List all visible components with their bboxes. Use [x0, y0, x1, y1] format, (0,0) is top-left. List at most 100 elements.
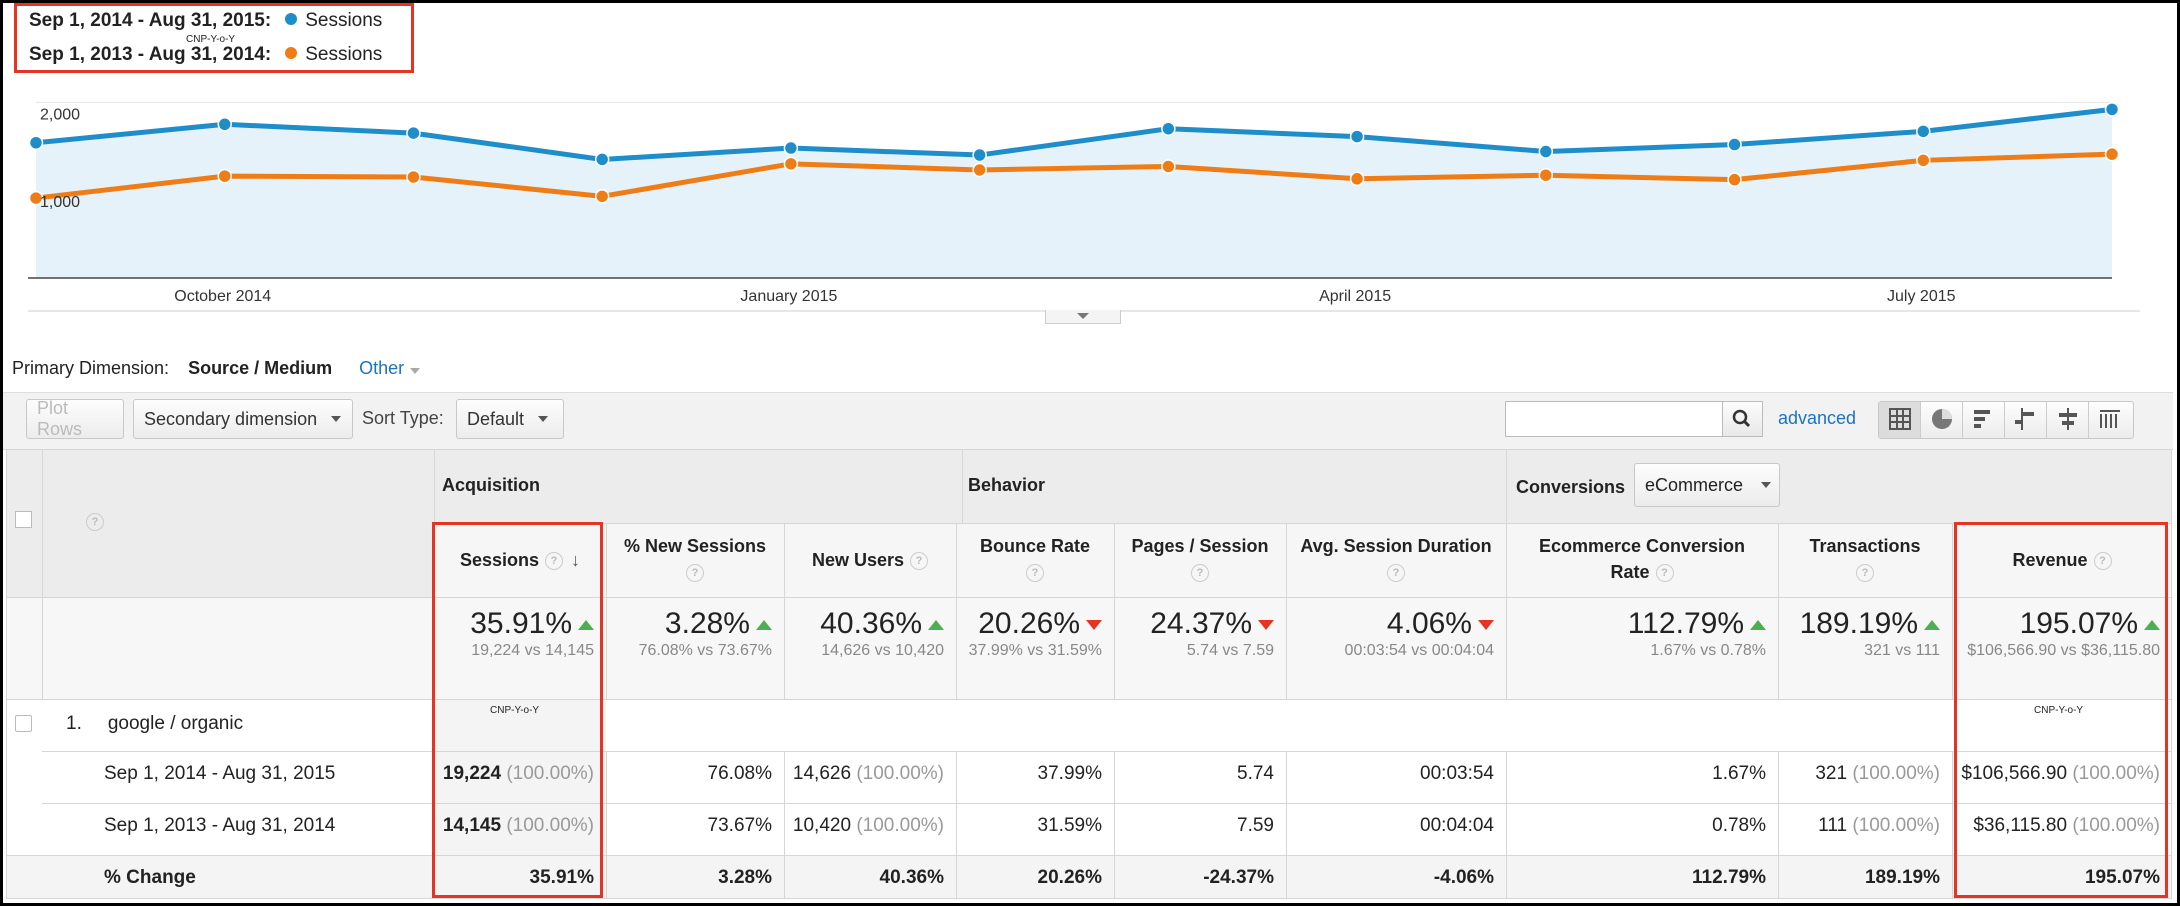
column-divider — [784, 751, 785, 899]
view-pivot-button[interactable] — [2089, 402, 2131, 438]
view-pie-button[interactable] — [1921, 402, 1963, 438]
primary-dimension-selected[interactable]: Source / Medium — [188, 358, 333, 378]
column-headers-bg — [434, 523, 2172, 597]
plot-rows-button[interactable]: Plot Rows — [26, 398, 124, 439]
help-icon: ? — [910, 552, 929, 571]
chevron-down-icon — [1077, 313, 1089, 319]
view-compare-button[interactable] — [2005, 402, 2047, 438]
column-header-revenue[interactable]: Revenue? — [1952, 547, 2172, 573]
column-divider — [956, 523, 957, 699]
table-cell: 20.26% — [1037, 867, 1102, 888]
conversion-goal-select[interactable]: eCommerce — [1634, 463, 1780, 507]
acquisition-group-header: Acquisition — [442, 475, 540, 495]
column-header-pages-session[interactable]: Pages / Session? — [1114, 533, 1286, 585]
search-icon — [1732, 409, 1751, 428]
summary-percent: 3.28% — [664, 607, 750, 640]
legend-dot-icon — [285, 12, 298, 25]
summary-compare: 1.67% vs 0.78% — [1650, 642, 1766, 659]
summary-cell: 20.26% 37.99% vs 31.59% — [956, 607, 1102, 661]
summary-cell: 4.06% 00:03:54 vs 00:04:04 — [1286, 607, 1494, 661]
table-cell: 3.28% — [718, 867, 772, 888]
decrease-arrow-icon — [1258, 619, 1274, 630]
legend-item-current[interactable]: Sep 1, 2014 - Aug 31, 2015: Sessions — [29, 10, 382, 32]
summary-percent: 40.36% — [820, 607, 922, 640]
x-tick-label: April 2015 — [1319, 288, 1391, 305]
view-term-cloud-button[interactable] — [2047, 402, 2089, 438]
column-divider — [1506, 751, 1507, 899]
term-cloud-icon — [2059, 408, 2077, 430]
summary-percent: 112.79% — [1627, 607, 1744, 640]
table-cell: 35.91% — [529, 867, 594, 888]
behavior-group-header: Behavior — [968, 475, 1046, 495]
summary-percent: 35.91% — [470, 607, 572, 640]
data-point — [28, 190, 44, 206]
change-row-bg — [6, 855, 2172, 899]
chart-collapse-handle[interactable] — [1045, 310, 1121, 324]
table-cell: 10,420 (100.00%) — [792, 815, 944, 836]
data-point — [217, 117, 232, 132]
sort-type-select[interactable]: Default — [456, 399, 564, 439]
comparison-row-label: Sep 1, 2014 - Aug 31, 2015 — [104, 763, 335, 785]
increase-arrow-icon — [928, 619, 944, 630]
summary-cell: 189.19% 321 vs 111 — [1778, 607, 1940, 661]
column-header-sessions[interactable]: Sessions? ↓ — [434, 547, 606, 573]
column-header-bounce-rate[interactable]: Bounce Rate? — [956, 533, 1114, 585]
column-label: % New Sessions — [623, 536, 767, 556]
legend-item-previous[interactable]: Sep 1, 2013 - Aug 31, 2014: Sessions — [29, 44, 382, 66]
column-divider — [1778, 523, 1779, 699]
data-point — [1916, 153, 1931, 168]
table-search-input[interactable] — [1505, 401, 1723, 437]
data-point — [972, 147, 987, 163]
advanced-filter-link[interactable]: advanced — [1778, 408, 1857, 428]
table-cell: 40.36% — [879, 867, 944, 888]
row-divider — [6, 597, 2172, 598]
series-line-previous — [35, 151, 2113, 201]
summary-cell: 3.28% 76.08% vs 73.67% — [606, 607, 772, 661]
compare-icon — [2015, 408, 2034, 430]
select-all-checkbox[interactable] — [15, 511, 32, 528]
increase-arrow-icon — [578, 619, 594, 630]
table-cell: 189.19% — [1864, 867, 1940, 888]
table-cell: 7.59 — [1237, 815, 1274, 836]
data-point — [1727, 172, 1742, 187]
view-table-button[interactable] — [1879, 402, 1921, 438]
column-label: Transactions — [1809, 536, 1921, 556]
comparison-row-label: % Change — [104, 867, 196, 889]
column-header--new-sessions[interactable]: % New Sessions? — [606, 533, 784, 585]
bar-icon — [1974, 410, 1990, 428]
column-header-avg-session-duration[interactable]: Avg. Session Duration? — [1286, 533, 1506, 585]
column-header-transactions[interactable]: Transactions? — [1778, 533, 1952, 585]
column-header-new-users[interactable]: New Users? — [784, 547, 956, 573]
column-label: New Users — [811, 550, 905, 570]
x-tick-label: October 2014 — [174, 288, 271, 305]
table-cell: 1.67% — [1712, 763, 1766, 784]
table-cell: $106,566.90 (100.00%) — [1961, 763, 2160, 784]
table-cell: 195.07% — [2084, 867, 2160, 888]
view-bar-button[interactable] — [1963, 402, 2005, 438]
table-cell: 5.74 — [1237, 763, 1274, 784]
conversions-group-header: Conversions — [1516, 477, 1626, 497]
row-checkbox[interactable] — [15, 715, 32, 732]
data-point — [406, 125, 421, 141]
secondary-dimension-select[interactable]: Secondary dimension — [133, 399, 353, 439]
column-divider — [1506, 523, 1507, 699]
search-button[interactable] — [1723, 401, 1763, 437]
column-divider — [1114, 751, 1115, 899]
column-divider — [1952, 523, 1953, 699]
summary-cell: 112.79% 1.67% vs 0.78% — [1506, 607, 1766, 661]
column-divider — [956, 751, 957, 899]
data-point — [783, 156, 799, 172]
row-google-organic[interactable]: 1. google / organic — [66, 713, 243, 735]
view-switcher — [1878, 401, 2134, 439]
dimension-header[interactable]: ? — [80, 511, 104, 532]
primary-dimension-other-link[interactable]: Other — [359, 358, 405, 378]
data-point — [1727, 137, 1742, 152]
column-header-ecommerce-conversion-rate[interactable]: Ecommerce Conversion Rate? — [1506, 533, 1778, 585]
row-divider — [6, 699, 2172, 700]
column-divider — [2171, 449, 2172, 899]
comparison-row-label: Sep 1, 2013 - Aug 31, 2014 — [104, 815, 335, 837]
column-label: Sessions — [459, 550, 540, 570]
table-cell: 31.59% — [1037, 815, 1102, 836]
sort-type-label: Sort Type: — [362, 408, 444, 428]
